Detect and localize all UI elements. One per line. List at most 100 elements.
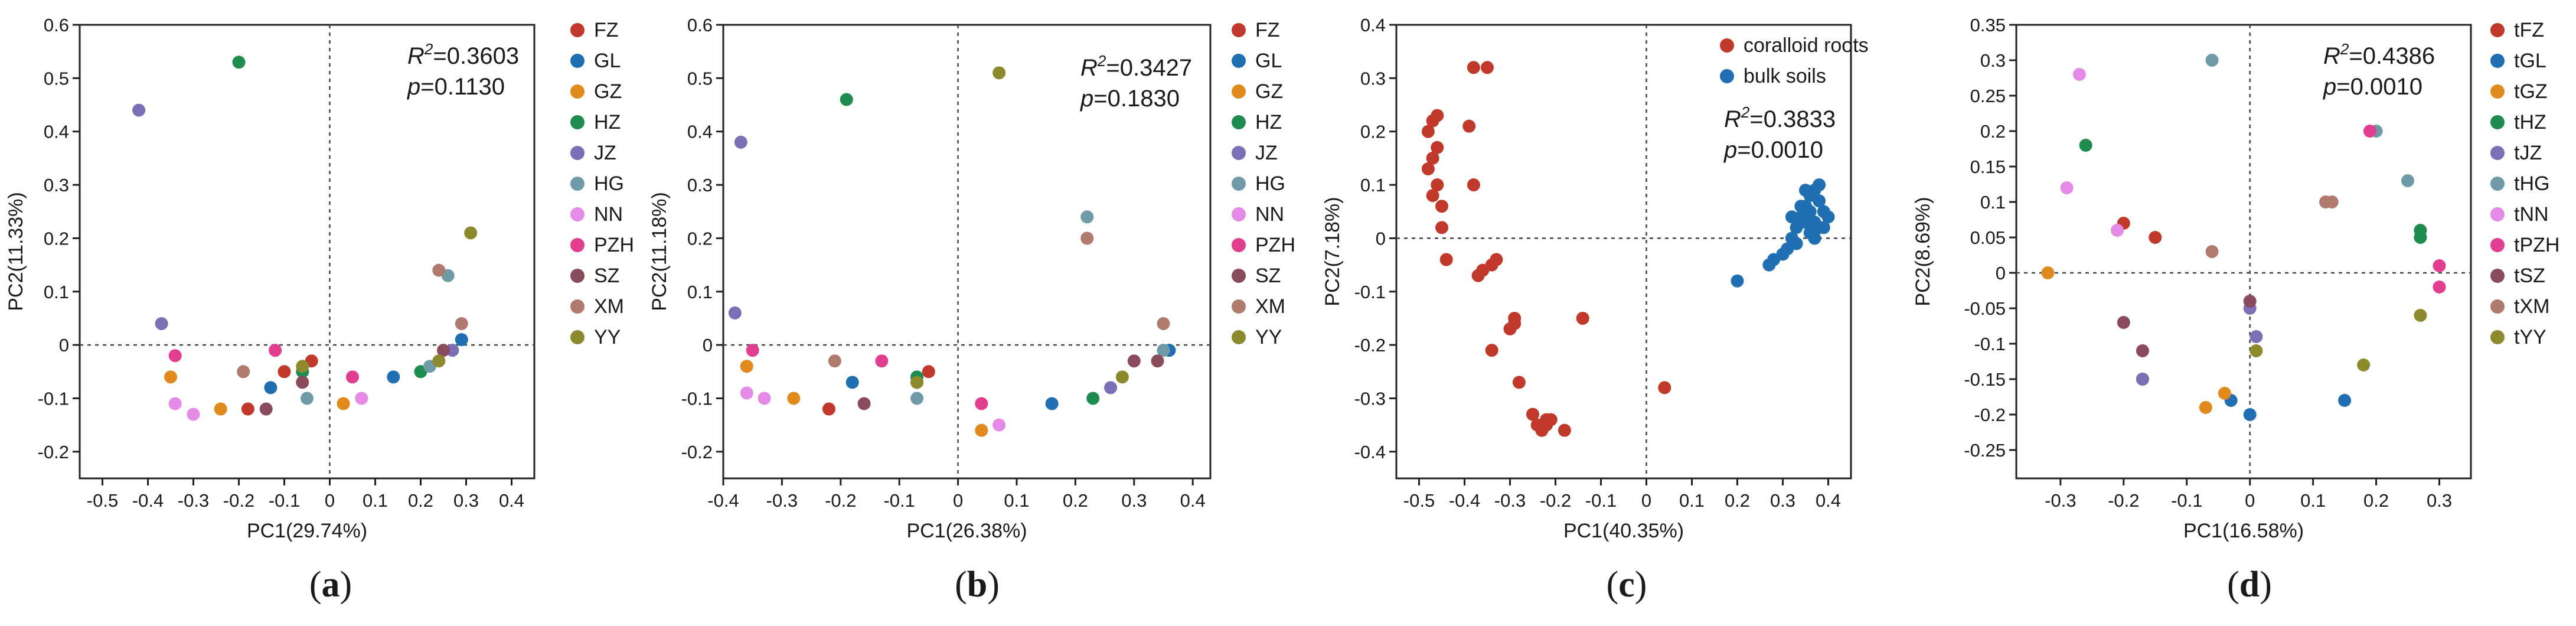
- series-HG: [301, 269, 455, 405]
- x-axis-title: PC1(26.38%): [906, 520, 1027, 542]
- r-squared-value: =0.4386: [2349, 43, 2435, 69]
- series-JZ: [132, 103, 459, 357]
- legend-marker: [570, 269, 585, 283]
- data-point: [1104, 381, 1118, 394]
- x-axis-title: PC1(16.58%): [2183, 520, 2304, 542]
- y-tick-label: 0.4: [44, 122, 69, 142]
- panel-label-open-paren: (: [955, 565, 967, 605]
- data-point: [277, 365, 291, 379]
- series-coralloid roots: [1421, 61, 1671, 437]
- data-point: [1799, 184, 1812, 197]
- series-SZ: [857, 354, 1164, 410]
- data-point: [2433, 259, 2446, 272]
- data-point: [992, 418, 1006, 432]
- series-tSZ: [2117, 295, 2257, 357]
- legend-label: tGL: [2514, 50, 2546, 72]
- panel-label-letter: b: [967, 565, 987, 605]
- legend-marker: [1720, 38, 1734, 53]
- series-FZ: [241, 354, 318, 416]
- data-point: [1462, 119, 1476, 133]
- x-tick-label: 0: [2245, 490, 2255, 511]
- legend-marker: [570, 54, 585, 68]
- x-tick-label: 0.1: [363, 490, 388, 511]
- r-superscript: 2: [1741, 103, 1750, 121]
- x-tick-label: 0.3: [453, 490, 479, 511]
- data-point: [2325, 195, 2339, 208]
- data-point: [1576, 311, 1589, 325]
- x-tick-label: 0.2: [408, 490, 433, 511]
- data-point: [1821, 210, 1835, 224]
- data-point: [1503, 322, 1517, 336]
- data-point: [269, 344, 282, 357]
- data-point: [387, 370, 400, 384]
- x-tick-label: 0: [1641, 490, 1651, 511]
- legend-label: tPZH: [2514, 234, 2559, 256]
- x-tick-label: -0.4: [1449, 490, 1480, 511]
- data-point: [455, 317, 468, 330]
- data-point: [828, 354, 841, 368]
- legend: tFZ tGL tGZ tHZ tJZ tHG tNN tPZH tSZ tXM tYY: [2490, 19, 2559, 348]
- p-label: p: [1080, 86, 1093, 112]
- legend-label: JZ: [594, 142, 616, 164]
- legend-marker: [1232, 207, 1246, 221]
- data-point: [845, 376, 859, 389]
- data-point: [437, 344, 450, 357]
- data-point: [432, 354, 446, 368]
- y-tick-label: -0.4: [1354, 442, 1386, 462]
- series-YY: [910, 66, 1129, 389]
- data-point: [1808, 232, 1821, 245]
- data-point: [1115, 370, 1129, 384]
- data-point: [2149, 231, 2162, 244]
- x-tick-label: 0.4: [1816, 490, 1841, 511]
- series-tHZ: [2079, 139, 2427, 244]
- legend-label: tXM: [2514, 295, 2549, 318]
- y-tick-label: -0.1: [1354, 282, 1386, 302]
- x-tick-label: -0.1: [1585, 490, 1617, 511]
- data-point: [1785, 210, 1798, 224]
- data-point: [1799, 216, 1812, 229]
- legend-marker: [1232, 84, 1246, 99]
- legend-label: tJZ: [2514, 142, 2542, 164]
- x-tick-label: -0.4: [132, 490, 164, 511]
- series-GZ: [740, 360, 988, 437]
- data-point: [740, 360, 753, 373]
- legend-label: tSZ: [2514, 265, 2545, 287]
- legend-label: SZ: [594, 265, 619, 287]
- y-tick-label: 0.5: [687, 68, 713, 89]
- data-point: [259, 402, 273, 416]
- data-point: [2041, 266, 2055, 279]
- panel-label-letter: a: [322, 565, 340, 605]
- legend-marker: [1232, 299, 1246, 314]
- data-point: [728, 306, 742, 319]
- data-point: [2111, 224, 2124, 237]
- data-point: [355, 392, 368, 405]
- panel-label-close-paren: ): [1635, 565, 1647, 605]
- data-point: [992, 66, 1006, 80]
- p-value: =0.1130: [420, 74, 505, 100]
- data-point: [1435, 221, 1448, 234]
- data-point: [237, 365, 250, 379]
- y-tick-label: 0.3: [1980, 50, 2006, 71]
- r-label: R: [1080, 55, 1098, 81]
- legend-label: HZ: [594, 111, 621, 133]
- x-tick-label: 0: [325, 490, 335, 511]
- y-tick-label: -0.2: [681, 442, 713, 462]
- panel-label-close-paren: ): [2260, 565, 2272, 605]
- data-point: [922, 365, 935, 379]
- x-tick-label: 0.2: [2363, 490, 2389, 511]
- legend-marker: [570, 207, 585, 221]
- data-point: [464, 226, 478, 240]
- data-point: [1435, 200, 1448, 213]
- legend-label: HG: [1255, 172, 1285, 195]
- panel-label-letter: c: [1618, 565, 1635, 605]
- legend-label: tHZ: [2514, 111, 2546, 133]
- series-SZ: [259, 344, 450, 416]
- x-tick-label: 0.3: [1121, 490, 1147, 511]
- series-PZH: [746, 344, 988, 410]
- r-squared-value: =0.3427: [1106, 55, 1192, 81]
- data-point: [2205, 245, 2219, 258]
- panel-a: -0.5 -0.4 -0.3 -0.2 -0.1 0 0.1 0.2 0.3 0.4 -0.2 -0.…: [5, 15, 634, 605]
- data-point: [214, 402, 227, 416]
- data-point: [2338, 394, 2352, 407]
- y-tick-label: 0.2: [44, 228, 69, 249]
